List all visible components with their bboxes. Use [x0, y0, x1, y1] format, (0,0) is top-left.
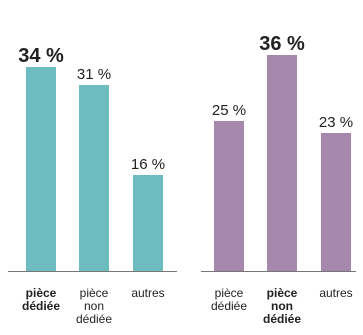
- category-label-left-1: pièce non dédiée: [76, 286, 112, 326]
- value-label-left-2: 16 %: [131, 156, 165, 173]
- value-label-right-1: 36 %: [259, 33, 305, 55]
- bar-right-2: [321, 133, 351, 271]
- bar-right-0: [214, 121, 244, 271]
- bar-left-1: [79, 85, 109, 271]
- category-label-right-2: autres: [319, 286, 352, 300]
- category-label-left-2: autres: [131, 286, 164, 300]
- value-label-right-2: 23 %: [319, 114, 353, 131]
- value-label-right-0: 25 %: [212, 102, 246, 119]
- bar-left-2: [133, 175, 163, 271]
- value-label-left-0: 34 %: [18, 45, 64, 67]
- chart-panel-left: 34 % pièce dédiée 31 % pièce non dédiée 16 % aut…: [8, 45, 177, 326]
- category-label-right-1: pièce non dédiée: [263, 286, 301, 326]
- bar-left-0: [26, 67, 56, 271]
- value-label-left-1: 31 %: [77, 66, 111, 83]
- bar-right-1: [267, 55, 297, 271]
- category-label-left-0: pièce dédiée: [22, 286, 60, 313]
- chart-panel-right: 25 % pièce dédiée 36 % pièce non dédiée 23 % aut…: [201, 33, 356, 326]
- category-label-right-0: pièce dédiée: [211, 286, 247, 313]
